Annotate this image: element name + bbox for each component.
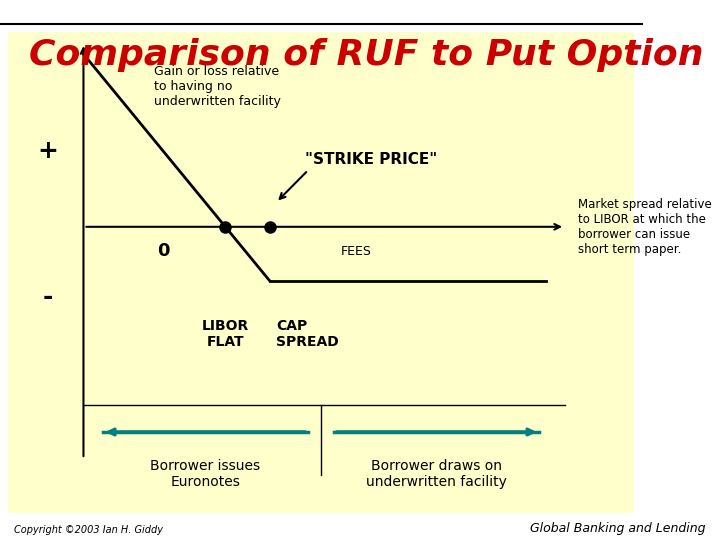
- FancyBboxPatch shape: [8, 32, 634, 513]
- Text: FEES: FEES: [341, 245, 372, 258]
- Text: Borrower issues
Euronotes: Borrower issues Euronotes: [150, 459, 261, 489]
- Polygon shape: [244, 189, 353, 335]
- Text: 0: 0: [158, 242, 170, 260]
- Polygon shape: [32, 65, 193, 216]
- Text: Borrower draws on
underwritten facility: Borrower draws on underwritten facility: [366, 459, 507, 489]
- Text: "STRIKE PRICE": "STRIKE PRICE": [305, 152, 437, 167]
- Polygon shape: [116, 227, 225, 351]
- Polygon shape: [353, 65, 610, 227]
- Text: CAP
SPREAD: CAP SPREAD: [276, 319, 339, 349]
- Polygon shape: [225, 76, 353, 162]
- Text: Comparison of RUF to Put Option: Comparison of RUF to Put Option: [29, 38, 703, 72]
- Text: Market spread relative
to LIBOR at which the
borrower can issue
short term paper: Market spread relative to LIBOR at which…: [578, 198, 711, 256]
- Text: LIBOR
FLAT: LIBOR FLAT: [202, 319, 249, 349]
- Polygon shape: [482, 297, 629, 405]
- Text: +: +: [37, 139, 58, 163]
- Text: -: -: [43, 285, 53, 309]
- Text: Copyright ©2003 Ian H. Giddy: Copyright ©2003 Ian H. Giddy: [14, 524, 163, 535]
- Text: Gain or loss relative
to having no
underwritten facility: Gain or loss relative to having no under…: [154, 65, 281, 108]
- Text: Global Banking and Lending: Global Banking and Lending: [530, 522, 706, 535]
